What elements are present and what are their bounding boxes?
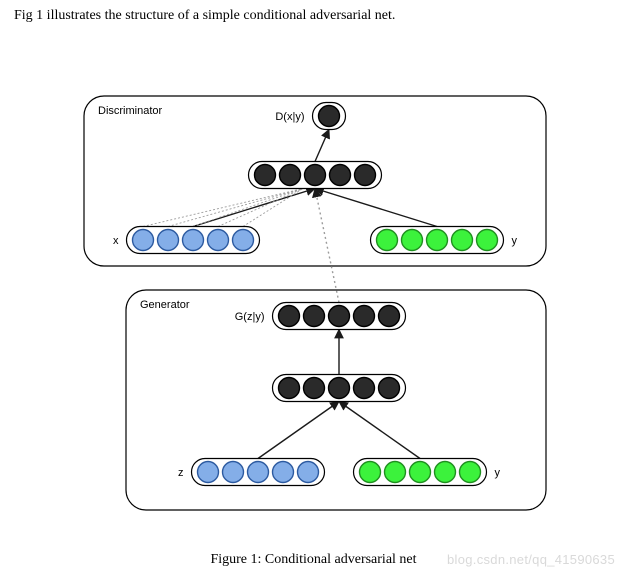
node-d_out-0 — [319, 106, 340, 127]
node-g_out-4 — [379, 306, 400, 327]
node-g_out-3 — [354, 306, 375, 327]
node-g_out-1 — [304, 306, 325, 327]
node-d_hid-2 — [305, 165, 326, 186]
panel-label-disc: Discriminator — [98, 105, 163, 117]
edge-d_x-d_hid-fan — [193, 189, 303, 227]
node-g_out-0 — [279, 306, 300, 327]
edge-d_x-d_hid — [193, 189, 315, 227]
edge-d_y-d_hid — [315, 189, 437, 227]
node-g_hid-4 — [379, 378, 400, 399]
out-label-d_out: D(x|y) — [275, 111, 304, 123]
row-label-g_y: y — [495, 467, 501, 479]
node-d_x-3 — [208, 230, 229, 251]
node-d_y-1 — [402, 230, 423, 251]
node-g_y-0 — [360, 462, 381, 483]
node-d_hid-4 — [355, 165, 376, 186]
node-g_hid-2 — [329, 378, 350, 399]
node-d_y-3 — [452, 230, 473, 251]
row-label-d_x: x — [113, 235, 119, 247]
node-g_z-0 — [198, 462, 219, 483]
edge-d_x-d_hid-fan — [218, 189, 303, 227]
node-d_x-2 — [183, 230, 204, 251]
node-d_hid-0 — [255, 165, 276, 186]
node-g_z-3 — [273, 462, 294, 483]
node-d_x-1 — [158, 230, 179, 251]
node-g_y-1 — [385, 462, 406, 483]
node-g_y-3 — [435, 462, 456, 483]
node-d_x-4 — [233, 230, 254, 251]
node-g_z-4 — [298, 462, 319, 483]
figure-caption: Figure 1: Conditional adversarial net — [0, 552, 627, 568]
node-g_y-4 — [460, 462, 481, 483]
node-d_y-0 — [377, 230, 398, 251]
row-label-g_z: z — [178, 467, 184, 479]
cgan-diagram: Discriminator Generator D(x|y) x y G(z|y) z y — [78, 90, 552, 520]
node-d_hid-1 — [280, 165, 301, 186]
row-label-d_y: y — [512, 235, 518, 247]
node-d_x-0 — [133, 230, 154, 251]
edge-g_z-g_hid — [258, 402, 339, 459]
out-label-g_out: G(z|y) — [235, 311, 265, 323]
node-g_z-2 — [248, 462, 269, 483]
edge-d_x-d_hid-fan — [168, 189, 303, 227]
intro-text: Fig 1 illustrates the structure of a sim… — [14, 8, 395, 24]
node-g_hid-1 — [304, 378, 325, 399]
node-d_y-4 — [477, 230, 498, 251]
node-d_y-2 — [427, 230, 448, 251]
node-g_z-1 — [223, 462, 244, 483]
node-g_out-2 — [329, 306, 350, 327]
edge-g_out-d_hid — [315, 189, 339, 303]
node-d_hid-3 — [330, 165, 351, 186]
edge-g_y-g_hid — [339, 402, 420, 459]
edge-d_hid-d_out — [315, 130, 329, 162]
node-g_hid-0 — [279, 378, 300, 399]
node-g_hid-3 — [354, 378, 375, 399]
panel-label-gen: Generator — [140, 299, 190, 311]
node-g_y-2 — [410, 462, 431, 483]
edge-d_x-d_hid-fan — [143, 189, 303, 227]
